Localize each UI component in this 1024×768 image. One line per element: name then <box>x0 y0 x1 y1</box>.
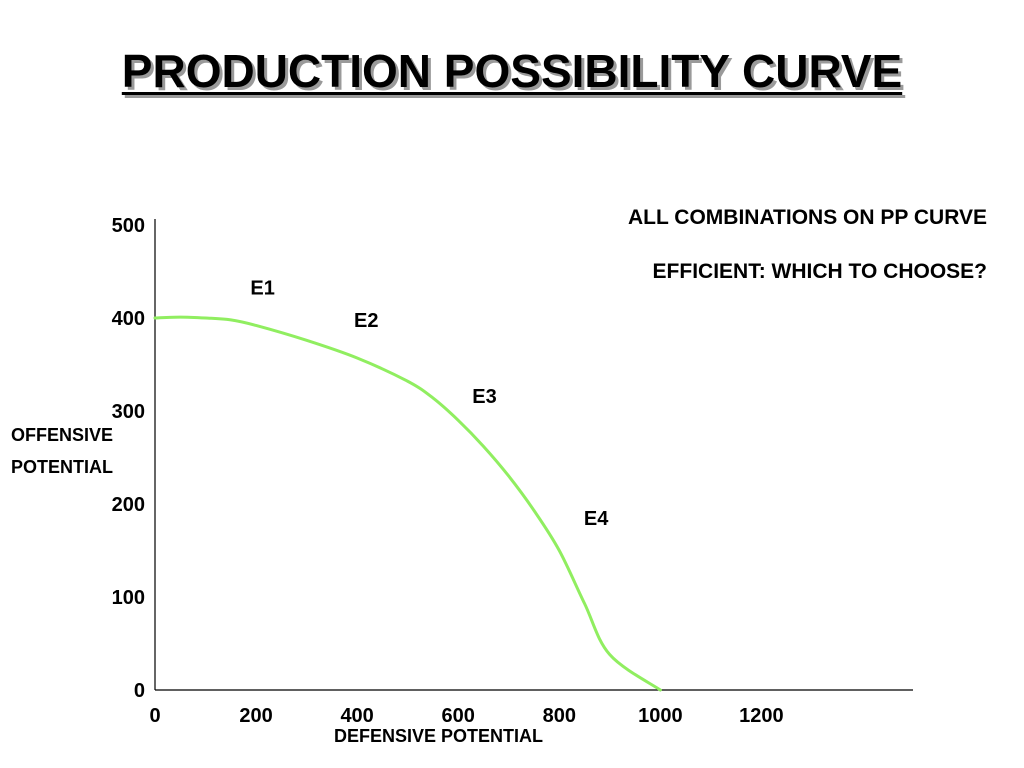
x-tick-label: 200 <box>239 705 272 727</box>
slide-title: PRODUCTION POSSIBILITY CURVE <box>121 45 903 97</box>
curve-layer <box>153 315 662 692</box>
note-line-2: EFFICIENT: WHICH TO CHOOSE? <box>652 260 987 283</box>
y-tick-label: 0 <box>134 680 145 702</box>
x-tick-label: 800 <box>543 705 576 727</box>
y-tick-label: 400 <box>112 308 145 330</box>
x-tick-label: 400 <box>340 705 373 727</box>
point-label-e1: E1 <box>250 277 274 299</box>
x-tick-label: 1200 <box>739 705 784 727</box>
note-line-1: ALL COMBINATIONS ON PP CURVE <box>628 206 987 229</box>
y-axis-label-line-1: OFFENSIVE <box>11 425 114 445</box>
point-label-e3: E3 <box>472 386 496 408</box>
y-tick-label: 500 <box>112 215 145 237</box>
y-tick-label: 100 <box>112 587 145 609</box>
y-axis-label-line-2: POTENTIAL <box>11 457 113 477</box>
ppc-curve-line <box>153 315 662 692</box>
tick-labels: 0 100 200 300 400 500 0 200 400 600 800 1000 1200 <box>112 215 784 727</box>
x-axis-label: DEFENSIVE POTENTIAL <box>334 726 544 746</box>
point-label-e2: E2 <box>354 310 378 332</box>
point-labels: E1 E2 E3 E4 <box>250 277 609 530</box>
point-label-e4: E4 <box>584 508 609 530</box>
x-tick-label: 600 <box>442 705 475 727</box>
x-tick-label: 1000 <box>638 705 683 727</box>
x-tick-label: 0 <box>149 705 160 727</box>
y-tick-label: 300 <box>112 401 145 423</box>
axes <box>154 219 913 691</box>
y-tick-label: 200 <box>112 494 145 516</box>
